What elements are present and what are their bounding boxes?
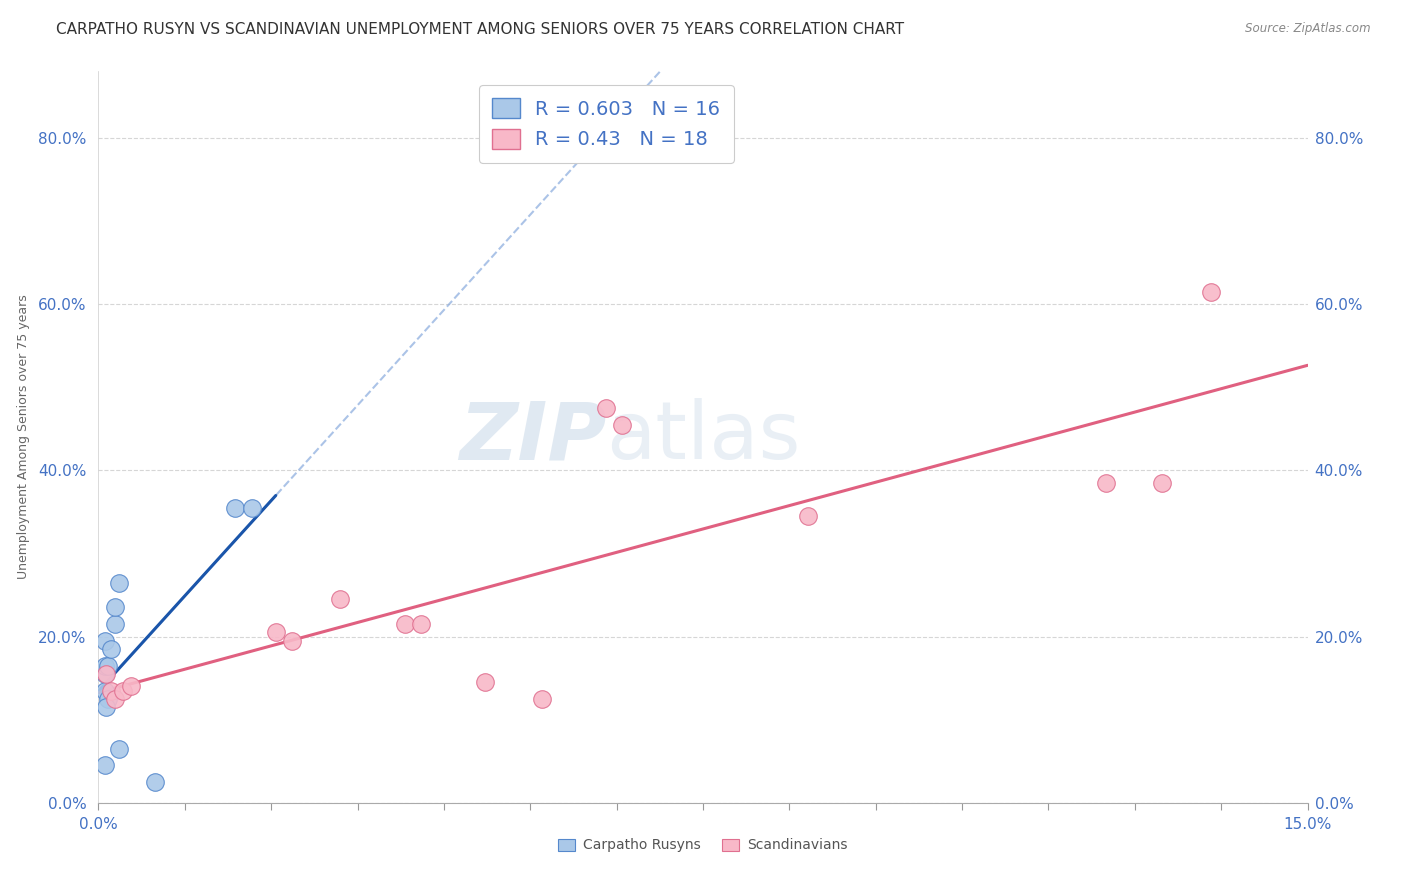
Point [107,741,129,756]
Text: ZIP: ZIP [458,398,606,476]
Point [264,625,287,640]
Text: CARPATHO RUSYN VS SCANDINAVIAN UNEMPLOYMENT AMONG SENIORS OVER 75 YEARS CORRELAT: CARPATHO RUSYN VS SCANDINAVIAN UNEMPLOYM… [56,22,904,37]
Point [97,658,120,673]
Point [94,633,117,648]
Point [103,600,125,615]
Point [409,617,432,632]
Point [240,500,263,515]
Point [797,509,820,524]
Point [94,683,117,698]
Point [394,617,416,632]
Point [103,617,125,632]
Point [612,417,634,432]
Point [100,642,122,657]
Point [94,658,117,673]
Point [143,775,166,789]
Point [94,667,117,681]
Point [100,683,122,698]
Legend: Carpatho Rusyns, Scandinavians: Carpatho Rusyns, Scandinavians [553,833,853,858]
Text: atlas: atlas [606,398,800,476]
Point [107,575,129,590]
Point [97,692,120,706]
Point [1152,475,1174,490]
Point [329,592,352,607]
Point [94,758,117,772]
Point [1199,285,1222,299]
Y-axis label: Unemployment Among Seniors over 75 years: Unemployment Among Seniors over 75 years [17,294,30,580]
Point [96,700,118,714]
Point [474,675,496,690]
Point [530,692,553,706]
Point [103,692,125,706]
Point [111,683,134,698]
Point [281,633,304,648]
Point [595,401,617,415]
Text: Source: ZipAtlas.com: Source: ZipAtlas.com [1246,22,1371,36]
Point [1095,475,1118,490]
Point [120,680,142,694]
Point [224,500,246,515]
Point [96,667,118,681]
